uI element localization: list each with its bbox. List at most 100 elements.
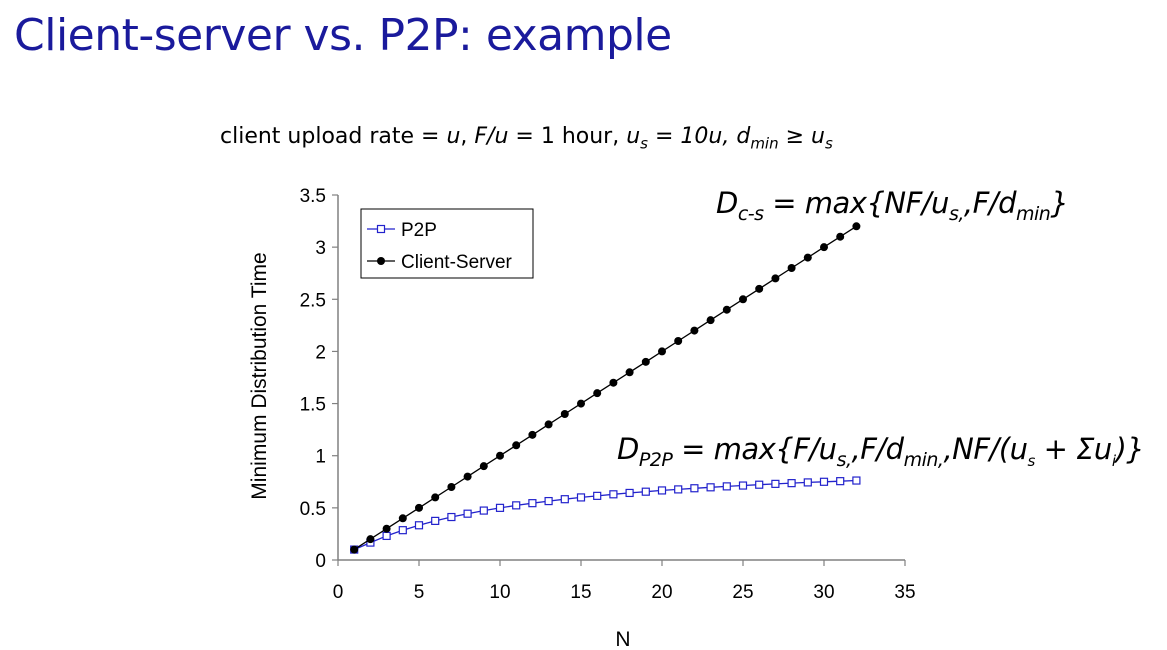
axes <box>332 194 906 566</box>
x-tick-label: 20 <box>651 582 672 603</box>
data-point-client-server <box>398 514 407 523</box>
data-point-p2p <box>803 478 812 487</box>
data-point-client-server <box>820 243 828 252</box>
data-point-p2p <box>447 512 456 522</box>
y-tick-label: 0.5 <box>300 499 326 520</box>
data-point-client-server <box>593 389 602 398</box>
legend: P2P Client-Server <box>360 208 534 279</box>
params-text-2: , <box>460 124 475 149</box>
data-point-client-server <box>528 430 537 439</box>
data-point-client-server <box>512 441 521 450</box>
tick-labels: 0 0.5 1 1.5 2 2.5 3 3.5 0 5 10 15 20 25 30 35 <box>300 186 916 603</box>
data-point-p2p <box>560 495 569 504</box>
data-point-p2p <box>544 496 553 506</box>
data-point-p2p <box>414 521 424 530</box>
series-p2p <box>350 476 861 554</box>
data-point-p2p <box>593 491 602 500</box>
data-point-p2p <box>852 476 861 485</box>
data-point-client-server <box>771 274 780 283</box>
data-point-client-server <box>609 378 618 387</box>
params-text-3: = 1 hour, <box>508 124 627 149</box>
data-point-p2p <box>722 482 731 491</box>
data-point-client-server <box>560 410 569 418</box>
legend-marker-p2p <box>376 224 386 234</box>
data-point-p2p <box>819 477 829 486</box>
series-lines <box>350 222 861 554</box>
data-point-client-server <box>496 451 504 460</box>
data-point-p2p <box>431 516 440 525</box>
data-point-p2p <box>706 483 715 492</box>
data-point-client-server <box>641 357 650 366</box>
legend-marker-client-server <box>377 257 385 265</box>
data-point-client-server <box>447 483 456 491</box>
x-tick-label: 30 <box>813 582 834 603</box>
parameters-line: client upload rate = u, F/u = 1 hour, us… <box>220 124 833 152</box>
data-point-p2p <box>382 531 391 541</box>
data-point-client-server <box>366 535 375 544</box>
x-axis-label: N <box>615 628 630 650</box>
x-tick-label: 0 <box>333 582 344 603</box>
data-point-client-server <box>755 284 764 293</box>
data-point-client-server <box>463 472 472 481</box>
data-point-p2p <box>576 493 586 502</box>
data-point-client-server <box>722 305 731 314</box>
data-point-p2p <box>755 480 764 489</box>
data-point-client-server <box>577 399 585 408</box>
data-point-client-server <box>382 524 391 533</box>
data-point-p2p <box>479 506 488 515</box>
data-point-client-server <box>739 295 747 304</box>
data-point-client-server <box>706 316 715 325</box>
data-point-p2p <box>512 501 521 510</box>
data-point-p2p <box>771 479 780 488</box>
data-point-p2p <box>674 485 683 494</box>
params-ge-us: ≥ us <box>778 124 833 153</box>
series-line-p2p <box>353 479 857 551</box>
series-client-server <box>350 222 861 554</box>
data-point-p2p <box>528 499 537 508</box>
params-text-1: client upload rate = <box>220 124 447 149</box>
y-tick-label: 3.5 <box>300 186 326 207</box>
data-point-client-server <box>836 232 845 241</box>
data-point-client-server <box>658 347 666 356</box>
legend-label-p2p: P2P <box>401 220 437 241</box>
data-point-client-server <box>690 326 699 335</box>
data-point-p2p <box>657 486 667 495</box>
x-tick-label: 25 <box>732 582 753 603</box>
legend-label-client-server: Client-Server <box>401 252 513 273</box>
data-point-p2p <box>609 490 618 499</box>
legend-box <box>360 208 534 279</box>
data-point-p2p <box>787 479 796 488</box>
data-point-client-server <box>431 493 440 502</box>
y-tick-label: 1.5 <box>300 395 326 416</box>
y-axis-label: Minimum Distribution Time <box>248 252 271 499</box>
params-us: us = 10u, <box>626 124 737 153</box>
data-point-p2p <box>495 503 505 512</box>
data-point-client-server <box>803 253 812 262</box>
data-point-p2p <box>690 484 699 493</box>
data-point-p2p <box>738 481 748 490</box>
data-point-client-server <box>852 222 861 231</box>
data-point-p2p <box>625 488 634 498</box>
y-tick-label: 2 <box>315 342 326 363</box>
y-tick-label: 1 <box>315 447 326 468</box>
x-tick-label: 15 <box>570 582 591 603</box>
data-point-client-server <box>415 503 423 512</box>
data-point-client-server <box>625 368 634 377</box>
data-point-client-server <box>350 545 359 554</box>
data-point-p2p <box>463 509 472 518</box>
client-server-formula: Dc-s = max{NF/us,,F/dmin} <box>716 186 1069 225</box>
data-point-client-server <box>674 337 683 345</box>
x-tick-label: 35 <box>894 582 915 603</box>
params-u: u <box>446 124 461 149</box>
data-point-client-server <box>787 264 796 272</box>
y-tick-label: 3 <box>315 238 326 259</box>
data-point-client-server <box>544 420 553 429</box>
data-point-p2p <box>398 526 407 535</box>
y-tick-label: 2.5 <box>300 290 326 311</box>
data-point-client-server <box>479 462 488 471</box>
x-tick-label: 5 <box>414 582 425 603</box>
data-point-p2p <box>641 487 650 496</box>
params-f-over-u: F/u <box>474 124 509 149</box>
p2p-formula: DP2P = max{F/us,,F/dmin,,NF/(us + Σui)} <box>617 432 1145 471</box>
